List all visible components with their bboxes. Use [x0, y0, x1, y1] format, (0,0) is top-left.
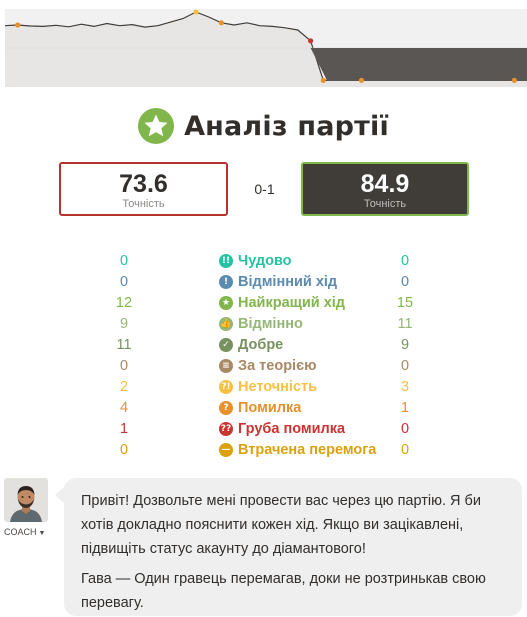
- coach-panel[interactable]: COACH ▼: [4, 478, 50, 537]
- stat-label: За теорією: [238, 358, 317, 374]
- white-count: 1: [119, 421, 129, 437]
- blunder-icon: ??: [219, 422, 233, 436]
- graph-white-advantage-area: [5, 12, 527, 87]
- white-accuracy-label: Точність: [122, 198, 165, 210]
- stat-row: 4? Помилка 1: [0, 398, 527, 419]
- black-accuracy-card: 84.9 Точність: [301, 162, 469, 216]
- stat-label: Неточність: [238, 379, 318, 395]
- white-count: 4: [119, 400, 129, 416]
- coach-label: COACH: [4, 527, 37, 537]
- star-icon: [138, 108, 175, 144]
- graph-move-marker: [320, 77, 326, 83]
- graph-move-marker: [358, 77, 365, 83]
- stat-label: Втрачена перемога: [238, 442, 377, 458]
- white-accuracy-value: 73.6: [119, 170, 168, 198]
- white-count: 11: [116, 337, 132, 353]
- stat-row: 0!! Чудово 0: [0, 251, 527, 272]
- inaccuracy-icon: ?!: [219, 380, 233, 394]
- title-row: Аналіз партії: [0, 104, 527, 148]
- page-title: Аналіз партії: [184, 110, 389, 142]
- white-accuracy-card: 73.6 Точність: [59, 162, 228, 216]
- black-count: 1: [400, 400, 410, 416]
- white-count: 0: [119, 358, 129, 374]
- black-count: 0: [400, 274, 410, 290]
- graph-black-advantage-region: [310, 48, 527, 81]
- black-count: 0: [400, 253, 410, 269]
- graph-move-markers: [15, 9, 527, 83]
- stat-label: Відмінний хід: [238, 274, 338, 290]
- stat-label: Найкращий хід: [238, 295, 346, 311]
- black-accuracy-value: 84.9: [360, 170, 410, 198]
- stat-row: 2?! Неточність 3: [0, 377, 527, 398]
- black-count: 11: [397, 316, 413, 332]
- stat-row: 0 ≡ За теорією 0: [0, 356, 527, 377]
- white-count: 2: [119, 379, 129, 395]
- stat-row: 12 ★ Найкращий хід 15: [0, 293, 527, 314]
- coach-avatar[interactable]: [4, 478, 48, 522]
- white-count: 12: [115, 295, 133, 311]
- graph-move-marker: [511, 77, 517, 83]
- excellent-icon: 👍: [219, 317, 233, 331]
- white-count: 0: [119, 442, 129, 458]
- black-count: 0: [400, 442, 410, 458]
- stat-row: 11 ✓ Добре 9: [0, 335, 527, 356]
- stat-label: Груба помилка: [238, 421, 346, 437]
- white-count: 9: [119, 316, 129, 332]
- stat-row: 1?? Груба помилка 0: [0, 419, 527, 440]
- white-count: 0: [119, 274, 129, 290]
- good-icon: ✓: [219, 338, 233, 352]
- game-result: 0-1: [254, 181, 275, 197]
- great-move-icon: !: [219, 275, 233, 289]
- best-move-icon: ★: [219, 296, 233, 310]
- stat-label: Добре: [238, 337, 284, 353]
- chevron-down-icon: ▼: [38, 530, 46, 537]
- stat-label: Чудово: [238, 253, 292, 269]
- miss-icon: —: [219, 443, 233, 457]
- coach-dropdown[interactable]: COACH ▼: [4, 527, 50, 537]
- coach-message: Гава — Один гравець перемагав, доки не р…: [81, 571, 486, 611]
- stat-row: 9 👍 Відмінно 11: [0, 314, 527, 335]
- stat-row: 0 — Втрачена перемога 0: [0, 440, 527, 461]
- graph-move-marker: [308, 38, 314, 44]
- black-count: 3: [400, 379, 410, 395]
- black-count: 9: [400, 337, 410, 353]
- stat-label: Відмінно: [238, 316, 303, 332]
- mistake-icon: ?: [219, 401, 233, 415]
- stat-label: Помилка: [238, 400, 302, 416]
- black-count: 15: [396, 295, 414, 311]
- graph-move-marker: [15, 22, 21, 28]
- coach-message: Привіт! Дозвольте мені провести вас чере…: [81, 493, 481, 557]
- black-accuracy-label: Точність: [363, 198, 407, 210]
- evaluation-graph[interactable]: [5, 9, 527, 87]
- black-count: 0: [400, 358, 410, 374]
- black-count: 0: [400, 421, 410, 437]
- stat-row: 0! Відмінний хід 0: [0, 272, 527, 293]
- graph-move-marker: [218, 20, 224, 26]
- graph-move-marker: [193, 9, 199, 15]
- move-classification-table: 0!! Чудово 0 0! Відмінний хід 0 12 ★ Найкращий х…: [0, 251, 527, 461]
- brilliant-icon: !!: [219, 254, 233, 268]
- book-icon: ≡: [219, 359, 233, 373]
- speech-bubble-tail: [55, 486, 65, 504]
- coach-speech-bubble: Привіт! Дозвольте мені провести вас чере…: [64, 478, 522, 616]
- white-count: 0: [119, 253, 129, 269]
